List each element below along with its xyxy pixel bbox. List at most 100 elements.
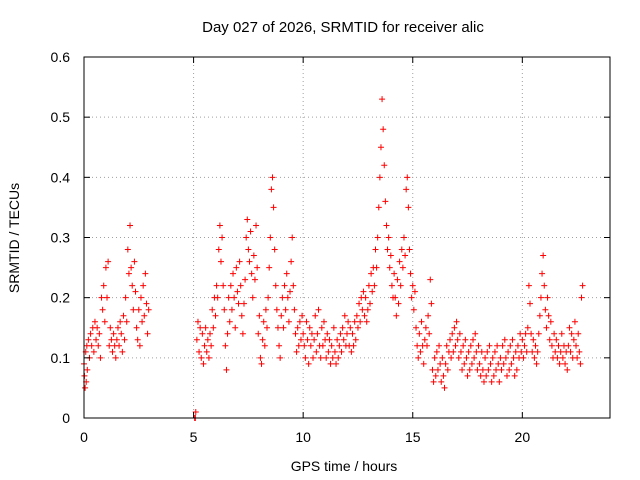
data-point [518,348,525,355]
data-point [574,354,581,361]
data-point [261,342,268,349]
data-point [577,360,584,367]
data-point [553,336,560,343]
data-point [505,348,512,355]
data-point [142,270,149,277]
data-point [270,204,277,211]
data-point [231,294,238,301]
data-point [416,330,423,337]
data-point [267,234,274,241]
data-point [330,324,337,331]
data-point [340,336,347,343]
data-point [461,360,468,367]
data-point [216,222,223,229]
data-point [333,360,340,367]
data-point [87,330,94,337]
data-point [224,330,231,337]
data-point [502,354,509,361]
data-point [99,306,106,313]
data-point [299,312,306,319]
data-point [385,234,392,241]
y-tick-label: 0.1 [51,350,71,366]
data-point [199,330,206,337]
data-point [250,252,257,259]
data-point [503,372,510,379]
data-point [387,252,394,259]
data-point [462,336,469,343]
data-point [85,336,92,343]
data-point [525,282,532,289]
data-point [405,204,412,211]
data-point [300,330,307,337]
data-point [293,348,300,355]
data-point [426,330,433,337]
data-point [356,300,363,307]
data-point [438,378,445,385]
data-point [578,294,585,301]
data-point [242,276,249,283]
data-point [244,216,251,223]
data-point [472,330,479,337]
data-point [334,336,341,343]
data-point [383,222,390,229]
data-point [329,354,336,361]
data-point [296,318,303,325]
data-point [487,360,494,367]
data-point [369,288,376,295]
data-point [576,348,583,355]
data-point [499,342,506,349]
data-point [301,342,308,349]
data-point [230,270,237,277]
data-point [488,378,495,385]
data-point [323,354,330,361]
data-point [413,324,420,331]
data-point [295,342,302,349]
data-point [448,354,455,361]
data-point [407,270,414,277]
data-point [476,360,483,367]
data-point [326,336,333,343]
data-point [542,306,549,313]
data-point [523,348,530,355]
data-point [408,294,415,301]
data-point [548,342,555,349]
data-point [411,288,418,295]
data-point [280,324,287,331]
data-point [350,342,357,349]
plot-frame [83,56,611,419]
data-point [237,282,244,289]
data-point [251,276,258,283]
data-point [219,234,226,241]
data-point [418,318,425,325]
data-point [409,282,416,289]
data-point [565,342,572,349]
data-point [427,276,434,283]
y-tick-label: 0 [62,410,70,426]
data-point [450,348,457,355]
data-point [414,342,421,349]
data-point [375,204,382,211]
data-point [98,294,105,301]
data-point [269,174,276,181]
data-point [381,162,388,169]
y-axis-label: SRMTID / TECUs [6,183,22,293]
data-point [110,330,117,337]
data-point [539,270,546,277]
data-point [266,264,273,271]
data-point [501,336,508,343]
data-point [467,342,474,349]
data-point [239,330,246,337]
data-point [285,318,292,325]
data-point [228,306,235,313]
data-point [534,348,541,355]
data-point [201,342,208,349]
data-point [258,360,265,367]
data-point [122,294,129,301]
data-point [478,348,485,355]
data-point [100,282,107,289]
data-point [304,336,311,343]
data-point [238,312,245,319]
data-point [313,348,320,355]
data-point [551,330,558,337]
data-point [522,330,529,337]
